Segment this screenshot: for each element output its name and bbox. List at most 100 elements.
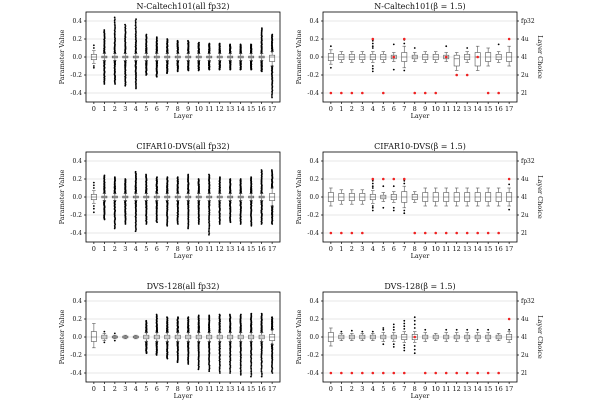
layer-choice-marker (381, 91, 385, 95)
flier-point (271, 96, 273, 99)
flier-point (260, 370, 263, 373)
box-layer-17 (269, 169, 276, 225)
box-layer-11 (206, 42, 213, 71)
flier-point (135, 31, 137, 34)
flier-point (392, 323, 395, 326)
box-layer-4 (369, 38, 376, 73)
flier-point (208, 220, 211, 223)
chart-panel-6: DVS-128(β = 1.5) -0.4 -0.2 0.0 0.2 0.4 Paramet… (295, 282, 544, 400)
flier-point (124, 178, 127, 180)
flier-point (92, 47, 95, 49)
flier-point (239, 223, 242, 225)
flier-point (166, 176, 169, 179)
layer-choice-marker (371, 371, 375, 375)
chart-panel-1: N-Caltech101(all fp32) -0.4 -0.2 0.0 0.2 0.4 P… (58, 2, 281, 120)
flier-point (103, 330, 106, 333)
flier-point (392, 68, 395, 71)
flier-point (218, 68, 221, 71)
flier-point (229, 178, 232, 180)
x-tick-label: 16 (495, 245, 503, 253)
box-layer-8 (174, 316, 181, 364)
flier-point (250, 369, 253, 371)
flier-point (208, 232, 211, 235)
box-layer-3 (122, 178, 129, 225)
y-tick-label: 0.2 (309, 36, 319, 43)
box-layer-2 (348, 189, 355, 205)
y-tick-label: -0.2 (307, 72, 319, 79)
chart-title: N-Caltech101(all fp32) (137, 2, 230, 11)
flier-point (134, 23, 137, 25)
flier-point (476, 328, 479, 331)
y-tick-label: 0.2 (72, 36, 82, 43)
box-layer-10 (195, 178, 202, 225)
layer-choice-marker (402, 371, 406, 375)
flier-point (92, 181, 95, 184)
flier-point (197, 368, 200, 371)
x-tick-label: 9 (186, 245, 190, 253)
flier-point (135, 84, 137, 87)
x-tick-label: 10 (195, 105, 203, 113)
y-tick-label: 0.0 (72, 194, 82, 201)
x-tick-label: 9 (423, 105, 427, 113)
x-tick-label: 16 (495, 385, 503, 393)
layer-choice-marker (465, 231, 469, 235)
x-tick-label: 0 (329, 385, 333, 393)
box-layer-9 (422, 187, 429, 207)
y-tick-label: 0.0 (309, 54, 319, 61)
flier-point (208, 227, 211, 230)
flier-point (382, 185, 385, 188)
x-axis-label: Layer (174, 252, 194, 260)
flier-point (371, 47, 374, 49)
x-tick-label: 13 (226, 385, 234, 393)
layer-choice-marker (402, 177, 406, 181)
y-tick-label: 0.2 (309, 176, 319, 183)
flier-point (466, 47, 469, 49)
flier-point (260, 363, 263, 365)
x-tick-label: 7 (402, 105, 406, 113)
flier-point (382, 206, 385, 209)
box-layer-14 (474, 187, 481, 207)
chart-panel-2: N-Caltech101(β = 1.5) -0.4 -0.2 0.0 0.2 0.4 Pa… (295, 2, 544, 120)
flier-point (114, 24, 116, 27)
flier-point (229, 313, 231, 316)
flier-point (497, 43, 500, 46)
x-tick-label: 7 (165, 105, 169, 113)
layer-choice-marker (402, 37, 406, 41)
flier-point (218, 223, 221, 225)
flier-point (114, 226, 116, 229)
y-tick-label: 0.4 (309, 18, 319, 25)
box-layer-15 (485, 47, 492, 67)
x-tick-label: 15 (484, 245, 492, 253)
y2-tick-label: 4l (521, 194, 527, 201)
flier-point (114, 27, 116, 30)
chart-title: CIFAR10-DVS(all fp32) (136, 142, 229, 151)
flier-point (135, 87, 137, 90)
flier-point (371, 42, 374, 45)
box-layer-5 (143, 33, 150, 76)
flier-point (166, 316, 168, 319)
y2-axis-label: Layer Choice (536, 315, 544, 359)
x-tick-label: 10 (432, 385, 440, 393)
flier-point (208, 367, 211, 370)
flier-point (197, 367, 200, 369)
flier-point (371, 185, 374, 188)
x-tick-label: 10 (432, 105, 440, 113)
layer-choice-marker (486, 371, 490, 375)
flier-point (403, 346, 406, 349)
box-layer-15 (248, 312, 255, 378)
flier-point (413, 316, 416, 319)
x-tick-label: 8 (413, 385, 417, 393)
y2-tick-label: 2u (521, 72, 529, 79)
flier-point (187, 69, 190, 72)
x-tick-label: 12 (453, 105, 461, 113)
flier-point (208, 173, 210, 176)
x-tick-label: 5 (144, 105, 148, 113)
x-tick-label: 5 (144, 385, 148, 393)
flier-point (113, 23, 116, 26)
flier-point (218, 42, 221, 45)
box-layer-0 (90, 181, 97, 214)
layer-choice-marker (476, 371, 479, 375)
flier-point (208, 368, 211, 371)
flier-point (403, 69, 406, 72)
